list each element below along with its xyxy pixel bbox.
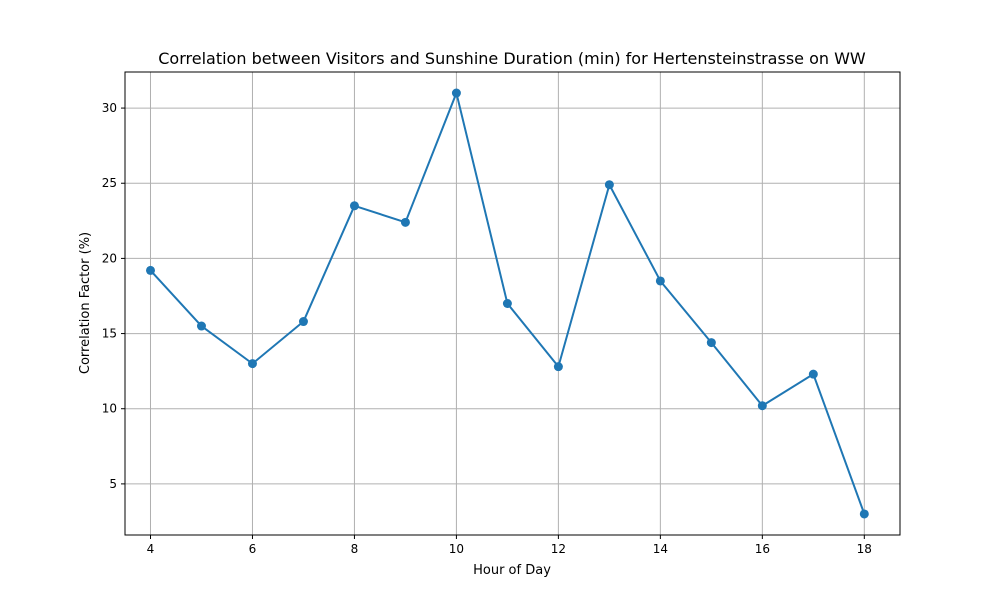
- data-point: [757, 401, 767, 411]
- x-tick-label: 14: [653, 542, 668, 556]
- y-tick-label: 25: [102, 176, 117, 190]
- y-axis-label: Correlation Factor (%): [78, 232, 93, 374]
- data-point: [604, 180, 614, 190]
- data-point: [859, 509, 869, 519]
- axis-ticks: 4 6 8 10 12 14 16 18 5 10 15 20 25 30: [102, 101, 872, 556]
- series: [145, 88, 869, 519]
- plot-frame: [124, 71, 901, 536]
- data-point: [553, 362, 563, 372]
- data-point: [145, 265, 155, 275]
- y-tick-label: 15: [102, 327, 117, 341]
- x-tick-label: 8: [351, 542, 359, 556]
- x-tick-label: 18: [857, 542, 872, 556]
- chart-title: Correlation between Visitors and Sunshin…: [158, 49, 866, 68]
- x-tick-label: 16: [755, 542, 770, 556]
- data-point: [196, 321, 206, 331]
- x-tick-label: 10: [449, 542, 464, 556]
- data-point: [706, 338, 716, 348]
- y-tick-label: 20: [102, 251, 117, 265]
- data-point: [451, 88, 461, 98]
- x-tick-label: 6: [249, 542, 257, 556]
- y-tick-label: 30: [102, 101, 117, 115]
- x-axis-label: Hour of Day: [473, 563, 551, 578]
- data-point: [400, 217, 410, 227]
- data-point: [349, 201, 359, 211]
- data-point: [247, 359, 257, 369]
- data-point: [808, 369, 818, 379]
- data-point: [655, 276, 665, 286]
- data-point: [502, 299, 512, 308]
- x-tick-label: 4: [147, 542, 155, 556]
- y-tick-label: 10: [102, 402, 117, 416]
- y-tick-label: 5: [109, 477, 117, 491]
- grid: [125, 72, 900, 535]
- x-tick-label: 12: [551, 542, 566, 556]
- data-point: [298, 317, 308, 327]
